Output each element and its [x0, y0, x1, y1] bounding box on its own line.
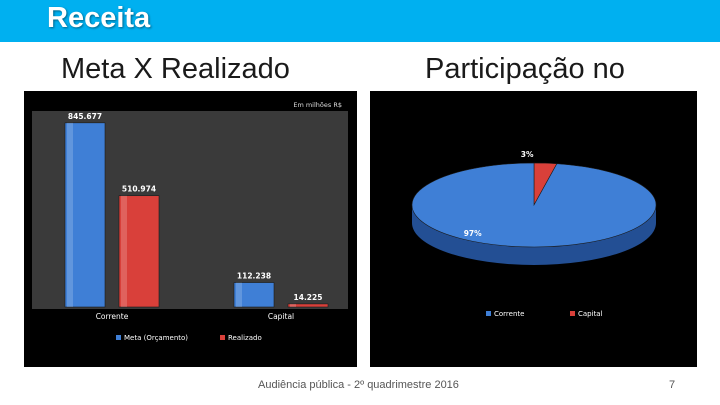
bar-highlight [236, 282, 242, 307]
legend-label-realizado: Realizado [228, 334, 262, 342]
bar-highlight [290, 303, 296, 307]
pie-chart-subtitle: Participação no [425, 53, 625, 85]
bar-meta-capital [233, 282, 275, 308]
page-number: 7 [669, 379, 676, 391]
bar-realizado-capital [287, 303, 329, 308]
header-bar [0, 0, 720, 42]
pie-slice-corrente [411, 162, 657, 248]
bar-chart-subtitle: Meta X Realizado [61, 53, 290, 85]
data-label-meta-corrente: 845.677 [68, 112, 102, 121]
pie-side-wall [412, 205, 656, 265]
legend-label-capital: Capital [578, 310, 603, 318]
data-label-realizado-corrente: 510.974 [122, 185, 156, 194]
bar-meta-corrente [64, 122, 106, 308]
legend-swatch-capital [570, 311, 575, 316]
bar-highlight [67, 122, 73, 307]
bar-realizado-corrente [118, 195, 160, 308]
data-label-realizado-capital: 14.225 [294, 293, 323, 302]
bar-chart-panel: Em milhões R$ 845.677 510.974 Corrente 112.… [24, 91, 357, 367]
pie-label-capital: 3% [521, 150, 534, 159]
x-tick-label-capital: Capital [268, 312, 294, 321]
data-label-meta-capital: 112.238 [237, 272, 271, 281]
x-tick-label-corrente: Corrente [96, 312, 129, 321]
footer-text: Audiência pública - 2º quadrimestre 2016 [258, 379, 459, 391]
bar-highlight [121, 195, 127, 307]
legend-label-corrente: Corrente [494, 310, 524, 318]
legend-swatch-corrente [486, 311, 491, 316]
legend-swatch-realizado [220, 335, 225, 340]
legend-swatch-meta [116, 335, 121, 340]
bar-chart: Em milhões R$ 845.677 510.974 Corrente 112.… [32, 101, 348, 342]
pie-chart: 3% 97% Corrente Capital [411, 150, 657, 318]
pie-label-corrente: 97% [464, 229, 482, 238]
slide-title: Receita [47, 2, 151, 34]
pie-chart-panel: 3% 97% Corrente Capital [370, 91, 697, 367]
legend-label-meta: Meta (Orçamento) [124, 334, 188, 342]
units-note: Em milhões R$ [293, 101, 342, 109]
